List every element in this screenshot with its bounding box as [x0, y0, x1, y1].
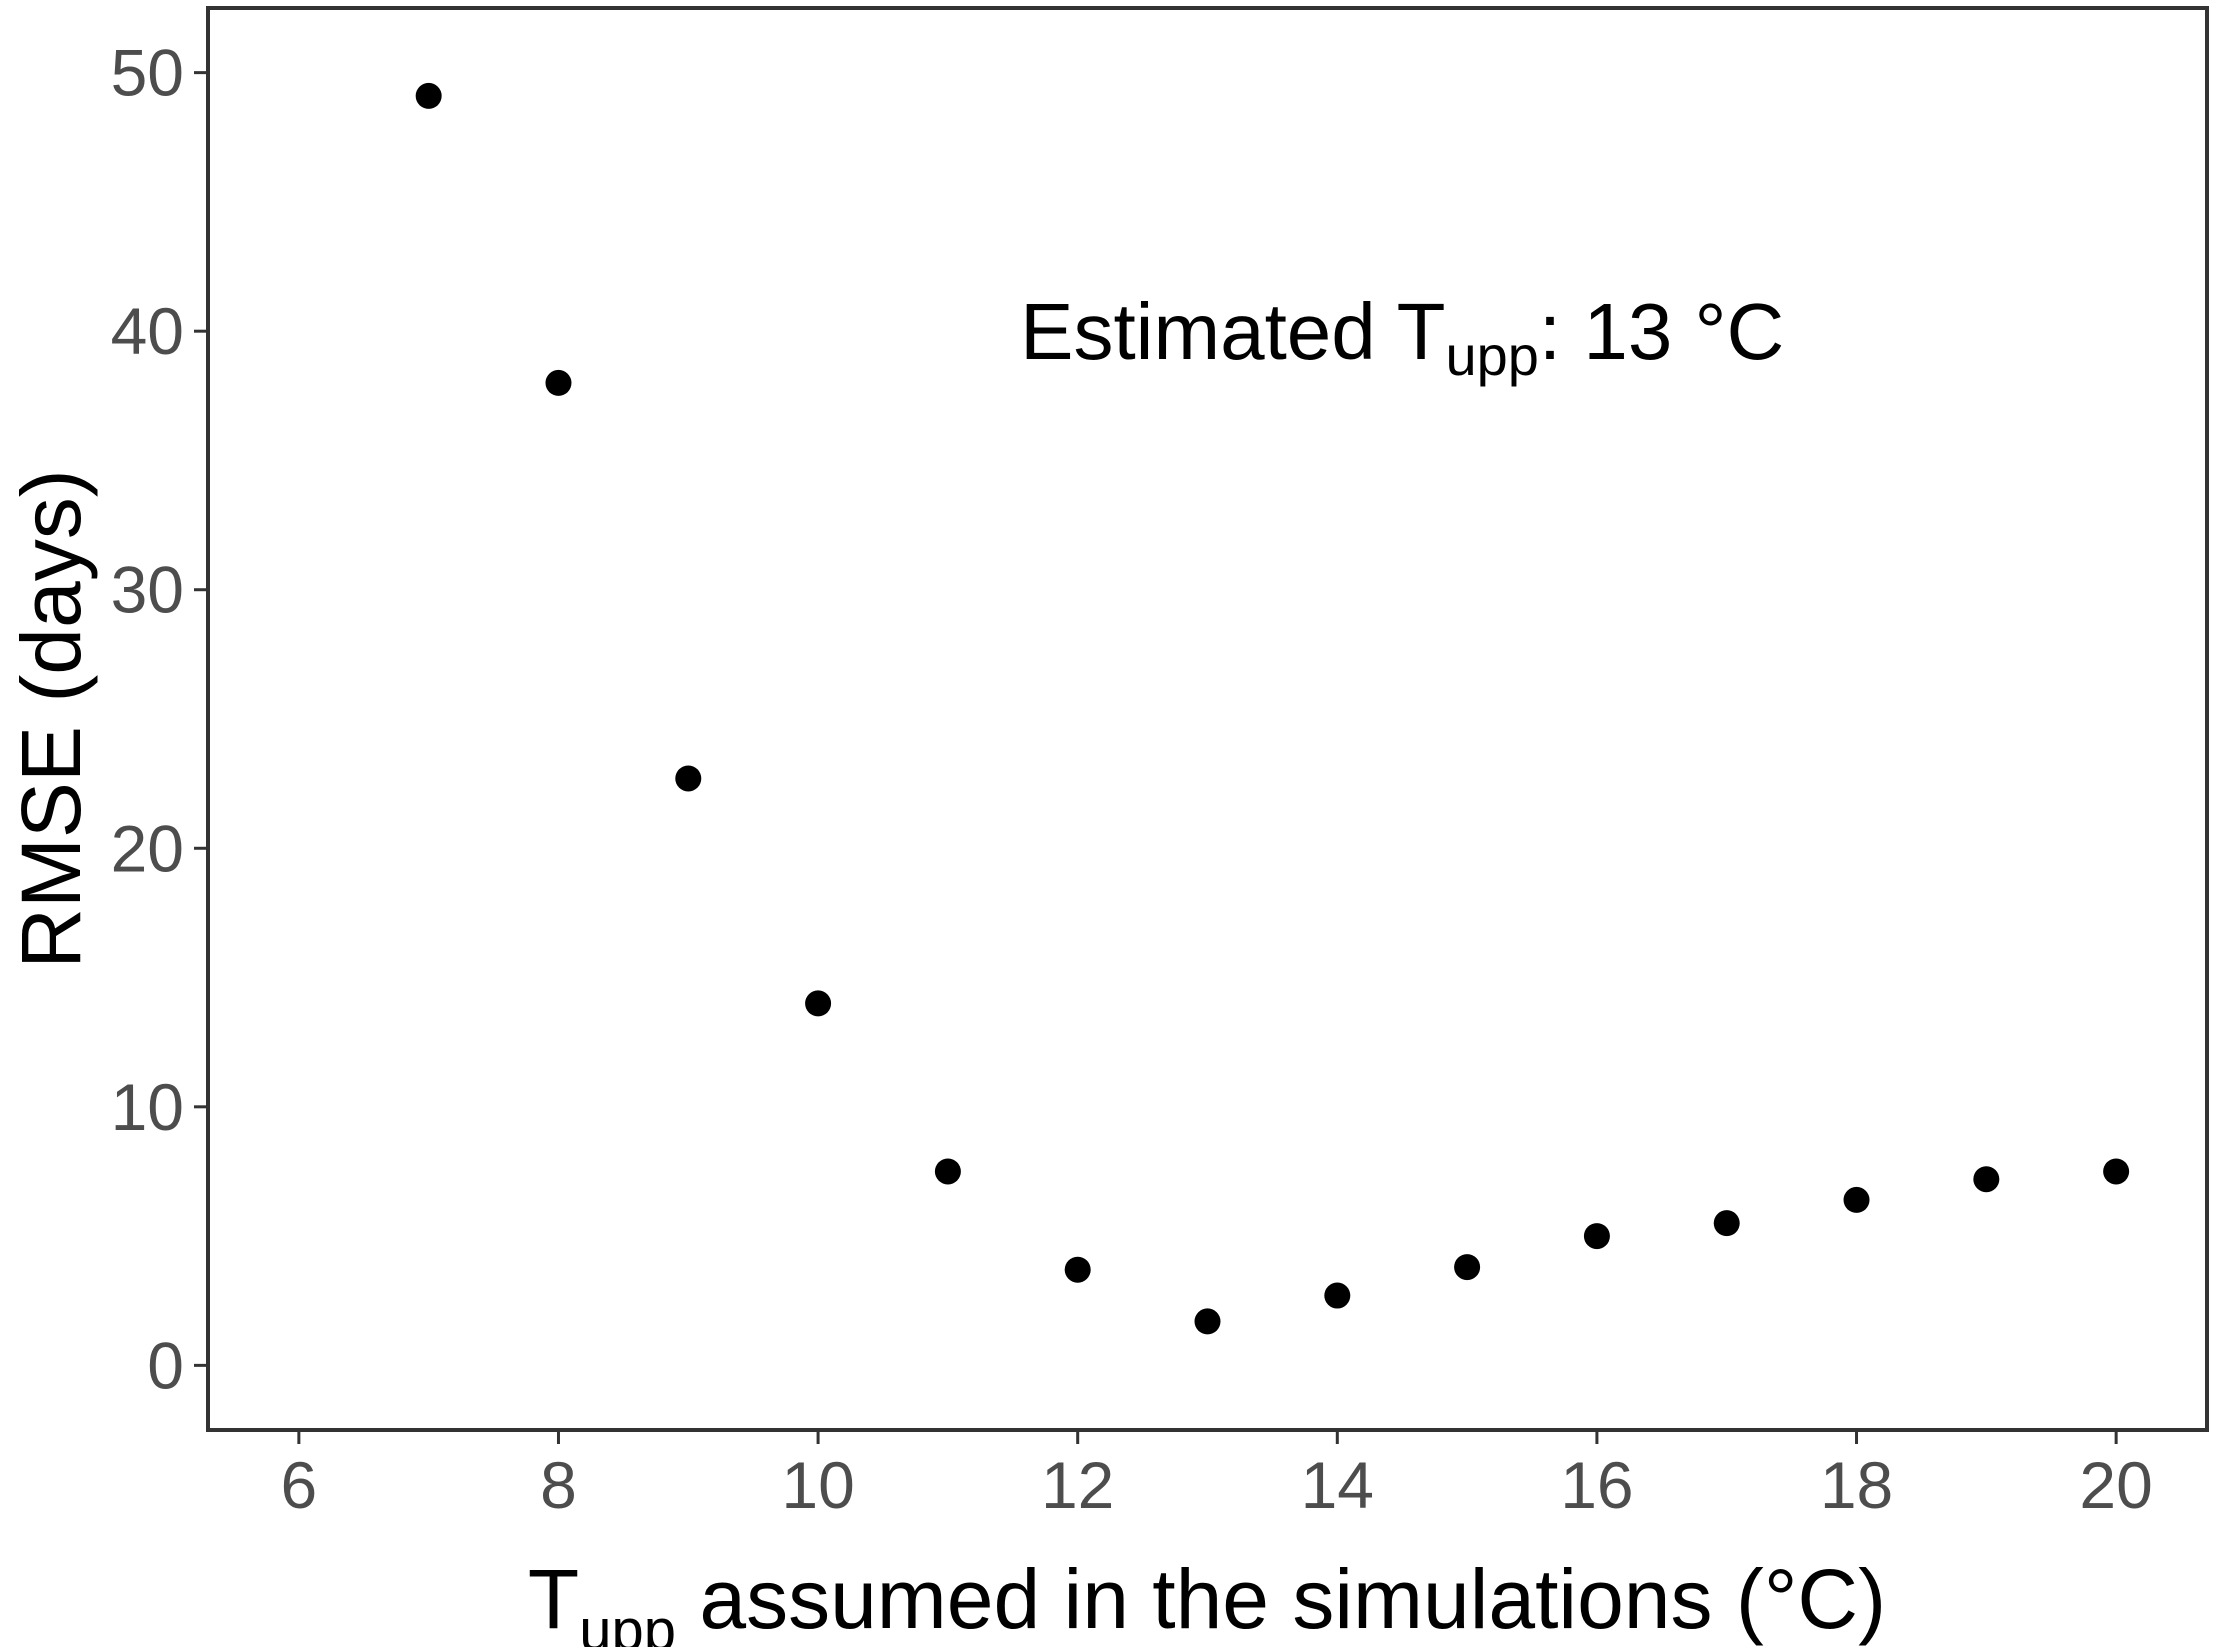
x-axis-title: Tupp assumed in the simulations (°C)	[528, 1552, 1886, 1647]
y-tick-label: 40	[111, 294, 184, 368]
chart-annotation: Estimated Tupp: 13 °C	[1020, 287, 1784, 387]
annotation-prefix: Estimated T	[1020, 287, 1445, 376]
y-tick-label: 0	[147, 1328, 184, 1402]
data-point	[805, 990, 832, 1017]
data-point	[1324, 1282, 1351, 1309]
x-tick-label: 18	[1820, 1448, 1893, 1522]
y-tick-label: 20	[111, 811, 184, 885]
data-point	[2103, 1158, 2130, 1185]
annotation-suffix: : 13 °C	[1539, 287, 1784, 376]
data-point	[415, 82, 442, 109]
plot-frame	[206, 6, 2209, 1432]
x-tick-label: 10	[781, 1448, 854, 1522]
data-point	[675, 765, 702, 792]
data-point	[1843, 1186, 1870, 1213]
y-tick-label: 50	[111, 36, 184, 110]
y-tick-label: 10	[111, 1070, 184, 1144]
data-point	[1713, 1210, 1740, 1237]
x-tick-label: 6	[281, 1448, 318, 1522]
y-axis: 0 10 20 30 40 50	[111, 36, 208, 1402]
data-point	[1454, 1254, 1481, 1281]
data-point	[1064, 1256, 1091, 1283]
y-axis-title: RMSE (days)	[4, 469, 98, 968]
x-tick-label: 14	[1301, 1448, 1374, 1522]
data-point	[545, 369, 572, 396]
x-axis-title-main: T	[528, 1552, 579, 1646]
x-tick-label: 8	[540, 1448, 577, 1522]
data-point	[934, 1158, 961, 1185]
data-point	[1194, 1308, 1221, 1335]
x-axis-title-rest: assumed in the simulations (°C)	[676, 1552, 1886, 1646]
annotation-subscript: upp	[1445, 324, 1538, 387]
x-axis: 6 8 10 12 14 16 18 20	[281, 1430, 2153, 1522]
data-point	[1583, 1223, 1610, 1250]
x-axis-title-subscript: upp	[579, 1598, 676, 1647]
data-point	[1973, 1166, 2000, 1193]
x-tick-label: 20	[2079, 1448, 2152, 1522]
x-tick-label: 16	[1560, 1448, 1633, 1522]
y-tick-label: 30	[111, 553, 184, 627]
x-tick-label: 12	[1041, 1448, 1114, 1522]
data-points	[415, 82, 2130, 1335]
